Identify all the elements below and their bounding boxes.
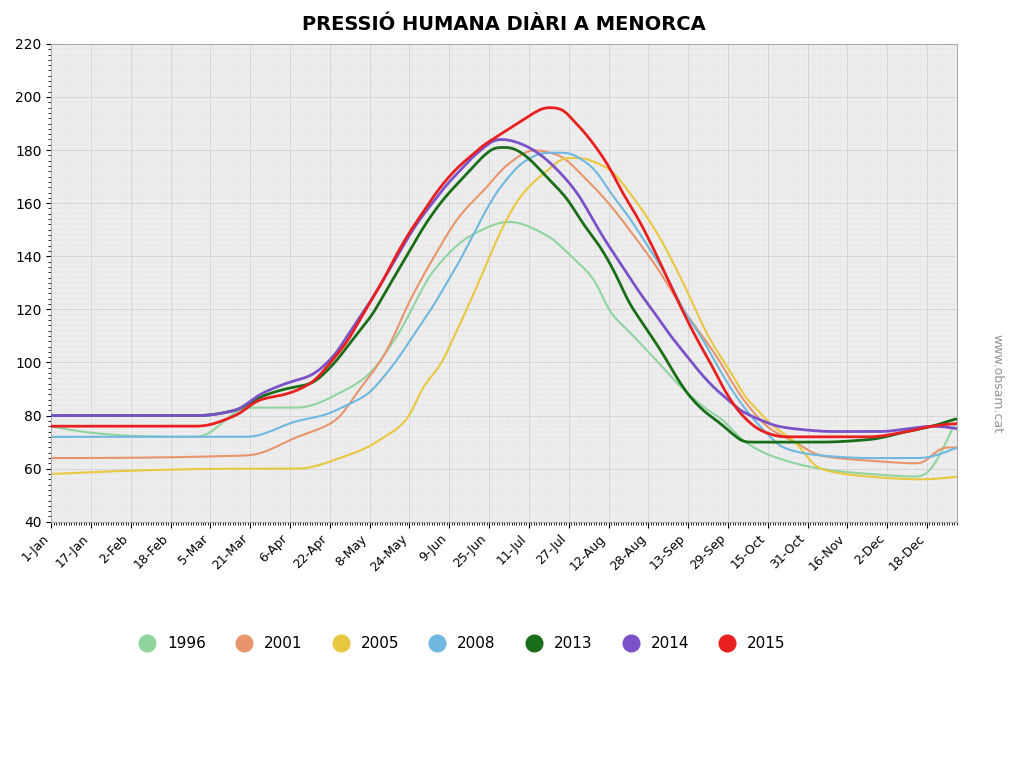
- 2001: [411, 283, 424, 292]
- 2015: [411, 217, 424, 226]
- 2001: [824, 452, 836, 462]
- 2008: [236, 432, 249, 442]
- 2008: [879, 453, 891, 462]
- 2015: [236, 406, 249, 415]
- 2008: [406, 333, 418, 343]
- Text: www.obsam.cat: www.obsam.cat: [991, 334, 1004, 434]
- Line: 2014: 2014: [51, 140, 957, 432]
- Title: PRESSIÓ HUMANA DIÀRI A MENORCA: PRESSIÓ HUMANA DIÀRI A MENORCA: [302, 15, 706, 34]
- 1996: [294, 402, 306, 412]
- 2014: [841, 427, 853, 436]
- 2005: [568, 154, 580, 163]
- 2005: [824, 467, 836, 476]
- 2005: [294, 464, 306, 473]
- 2005: [45, 469, 57, 478]
- 2008: [45, 432, 57, 442]
- 2008: [824, 452, 836, 461]
- 2001: [950, 443, 963, 452]
- Line: 1996: 1996: [51, 222, 957, 477]
- 2008: [294, 415, 306, 425]
- 2005: [411, 396, 424, 405]
- 1996: [406, 304, 418, 313]
- 2013: [236, 402, 249, 412]
- 2014: [950, 424, 963, 433]
- 2001: [908, 458, 921, 468]
- 1996: [503, 217, 516, 227]
- 2005: [236, 464, 249, 473]
- 2001: [530, 146, 542, 155]
- 2014: [406, 227, 418, 236]
- 2013: [45, 411, 57, 420]
- 2014: [824, 427, 836, 436]
- 2015: [792, 432, 804, 442]
- 2008: [914, 453, 926, 462]
- 2013: [950, 415, 963, 424]
- Line: 2001: 2001: [51, 151, 957, 463]
- 2015: [406, 224, 418, 233]
- 2014: [914, 422, 926, 432]
- 2005: [406, 406, 418, 415]
- 2005: [910, 475, 923, 484]
- 2015: [294, 384, 306, 393]
- Line: 2008: 2008: [51, 153, 957, 458]
- 2001: [45, 453, 57, 462]
- 1996: [950, 418, 963, 427]
- 2001: [236, 451, 249, 460]
- 2014: [45, 411, 57, 420]
- 2013: [914, 425, 926, 434]
- 2015: [545, 103, 558, 112]
- Legend: 1996, 2001, 2005, 2008, 2013, 2014, 2015: 1996, 2001, 2005, 2008, 2013, 2014, 2015: [126, 631, 792, 657]
- 2014: [236, 402, 249, 411]
- 2013: [827, 437, 839, 446]
- 2001: [406, 292, 418, 301]
- 1996: [411, 294, 424, 303]
- 2015: [914, 424, 926, 433]
- 2008: [411, 326, 424, 335]
- 2014: [411, 219, 424, 228]
- 1996: [824, 465, 836, 475]
- 2015: [45, 422, 57, 431]
- 2013: [411, 233, 424, 243]
- Line: 2013: 2013: [51, 147, 957, 442]
- 1996: [236, 404, 249, 413]
- 2008: [550, 148, 563, 157]
- 2014: [294, 375, 306, 384]
- 2014: [495, 135, 507, 144]
- Line: 2015: 2015: [51, 108, 957, 437]
- 2015: [950, 419, 963, 429]
- 2005: [914, 475, 926, 484]
- 2001: [914, 458, 926, 468]
- 2013: [498, 143, 510, 152]
- 1996: [45, 422, 57, 431]
- 2013: [406, 242, 418, 251]
- 2005: [950, 472, 963, 482]
- 2001: [294, 432, 306, 441]
- 2013: [754, 438, 766, 447]
- 2013: [294, 382, 306, 391]
- Line: 2005: 2005: [51, 158, 957, 479]
- 1996: [908, 472, 921, 482]
- 1996: [914, 472, 926, 481]
- 2008: [950, 444, 963, 453]
- 2015: [827, 432, 839, 442]
